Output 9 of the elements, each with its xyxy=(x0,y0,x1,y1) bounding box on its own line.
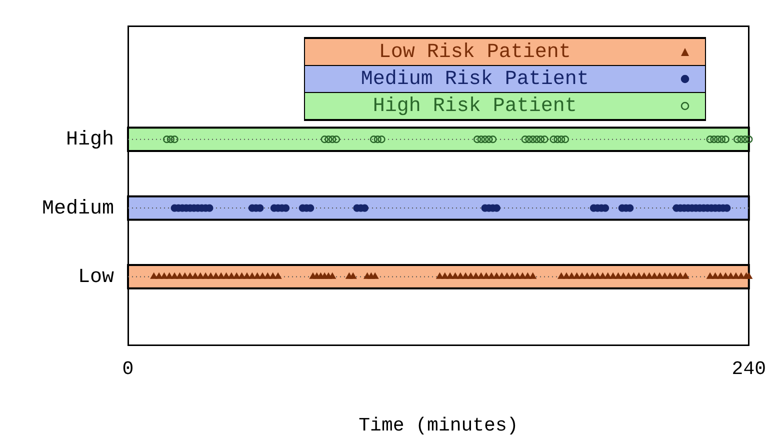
x-tick-label: 0 xyxy=(122,358,134,380)
x-axis-title: Time (minutes) xyxy=(358,414,518,437)
text: Low Risk Patient xyxy=(378,40,571,64)
text: Medium Risk Patient xyxy=(360,68,589,90)
series-label: High Risk Patient xyxy=(372,94,577,118)
y-tick-label: High xyxy=(66,128,114,152)
y-tick-label: Medium xyxy=(42,197,114,220)
y-tick-label: Low xyxy=(78,266,114,290)
x-tick-label: 240 xyxy=(732,358,766,380)
